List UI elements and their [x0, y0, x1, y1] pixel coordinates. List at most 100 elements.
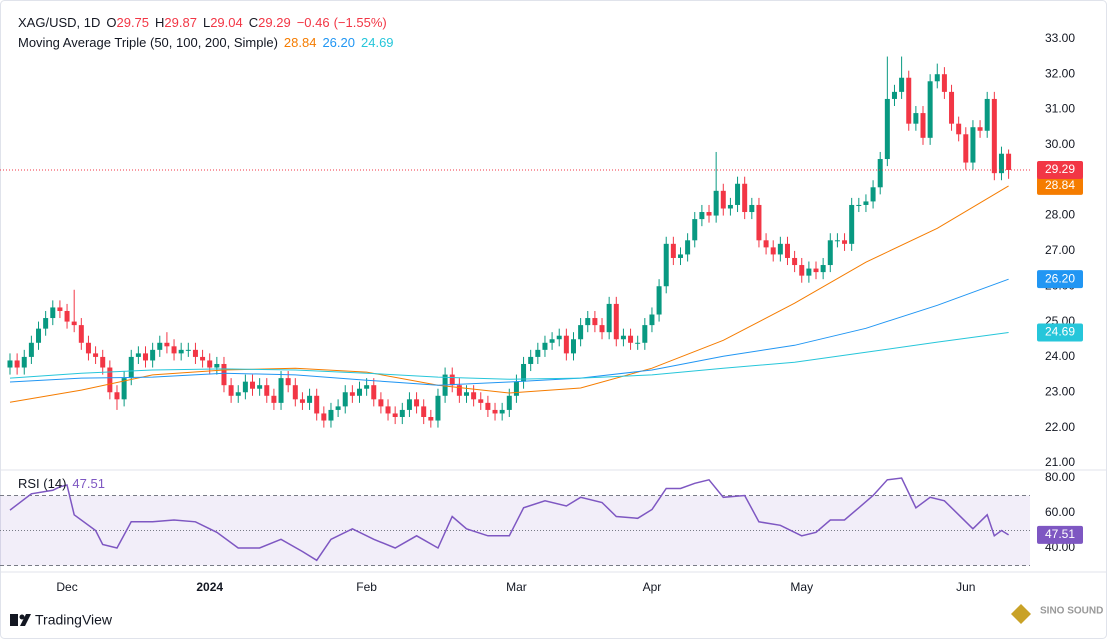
candle-body [121, 378, 127, 400]
candle-body [763, 240, 769, 248]
logo-dot [19, 614, 25, 620]
candle-body [963, 134, 969, 163]
x-tick-label: May [790, 580, 813, 594]
candle-body [485, 402, 491, 410]
ma-value: 28.84 [284, 35, 317, 50]
ma-name: Moving Average Triple (50, 100, 200, Sim… [18, 35, 278, 50]
candle-body [200, 356, 206, 361]
ohlc-value: 29.29 [258, 15, 291, 30]
candle-body [292, 385, 298, 400]
candle-body [528, 356, 534, 364]
candle-body [663, 243, 669, 287]
candle-body [677, 254, 683, 258]
price-tag-label: 29.29 [1045, 162, 1075, 176]
candle-body [378, 399, 384, 407]
candle-body [314, 395, 320, 414]
candle-body [570, 339, 576, 354]
candle-body [635, 342, 641, 344]
candle-body [506, 395, 512, 410]
price-tag [1037, 160, 1083, 179]
watermark: SINO SOUND [1011, 604, 1103, 624]
candle-body [521, 363, 527, 382]
ohlc-value: 29.04 [210, 15, 243, 30]
candle-body [221, 363, 227, 386]
x-tick-label: Jun [956, 580, 975, 594]
candle-body [1006, 153, 1012, 170]
candle-body [956, 123, 962, 135]
candle-body [85, 342, 91, 354]
candle-body [749, 204, 755, 213]
candle-body [877, 159, 883, 188]
y-tick-label: 31.00 [1045, 102, 1075, 116]
x-tick-label: Feb [356, 580, 377, 594]
candle-body [856, 204, 862, 206]
candle-body [321, 413, 327, 421]
candle-body [421, 406, 427, 417]
candle-body [934, 74, 940, 82]
ma-line [9, 185, 1009, 403]
candle-body [257, 385, 263, 389]
ohlc-label: C [249, 15, 258, 30]
candle-body [806, 268, 812, 276]
y-tick-label: 28.00 [1045, 208, 1075, 222]
rsi-y-tick-label: 60.00 [1045, 505, 1075, 519]
candle-body [157, 342, 163, 350]
candle-body [585, 318, 591, 326]
candle-body [385, 406, 391, 414]
candle-body [107, 367, 113, 393]
candle-body [207, 360, 213, 368]
candle-body [499, 409, 505, 414]
candle-body [706, 212, 712, 216]
candle-body [513, 381, 519, 396]
candle-body [863, 201, 869, 205]
candle-body [792, 257, 798, 266]
candle-body [463, 392, 469, 396]
candle-body [14, 360, 20, 368]
candle-body [906, 77, 912, 124]
y-tick-label: 33.00 [1045, 31, 1075, 45]
ma-value: 24.69 [361, 35, 394, 50]
candle-body [135, 353, 141, 357]
candle-body [699, 212, 705, 220]
axes: 21.0022.0023.0024.0025.0026.0027.0028.00… [0, 31, 1107, 594]
change-percent: (−1.55%) [334, 15, 387, 30]
candle-body [150, 349, 156, 361]
candle-body [563, 335, 569, 354]
candle-body [542, 342, 548, 350]
ma-legend: Moving Average Triple (50, 100, 200, Sim… [18, 35, 394, 50]
candle-body [78, 325, 84, 343]
candle-body [93, 353, 99, 357]
candle-body [264, 385, 270, 396]
candle-body [21, 356, 27, 368]
candle-body [556, 335, 562, 340]
candle-body [357, 388, 363, 396]
candle-body [235, 392, 241, 396]
candle-body [735, 183, 741, 205]
price-tag-label: 24.69 [1045, 325, 1075, 339]
candle-body [535, 349, 541, 357]
candle-body [7, 360, 13, 368]
candle-body [285, 378, 291, 386]
candle-body [984, 98, 990, 131]
price-tag-label: 26.20 [1045, 271, 1075, 285]
candle-body [799, 265, 805, 276]
rsi-y-tick-label: 80.00 [1045, 470, 1075, 484]
candle-body [228, 385, 234, 396]
rsi-legend: RSI (14) 47.51 [18, 476, 105, 491]
candle-body [178, 349, 184, 354]
y-tick-label: 32.00 [1045, 66, 1075, 80]
candle-body [456, 385, 462, 396]
candle-body [36, 328, 42, 343]
x-tick-label: 2024 [196, 580, 223, 594]
candle-body [927, 81, 933, 138]
rsi-pane [0, 477, 1030, 567]
candle-body [406, 399, 412, 410]
candle-body [271, 395, 277, 403]
candle-body [849, 204, 855, 244]
candle-body [727, 204, 733, 209]
candle-body [713, 190, 719, 216]
price-tag [1037, 176, 1083, 195]
candle-body [720, 190, 726, 209]
y-tick-label: 27.00 [1045, 243, 1075, 257]
